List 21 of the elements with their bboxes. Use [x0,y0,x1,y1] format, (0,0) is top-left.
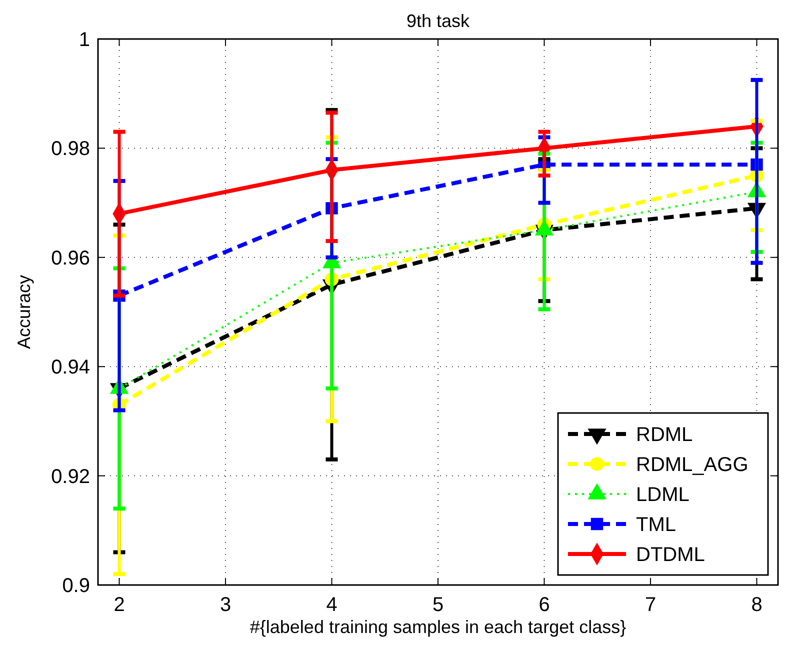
y-tick-label: 0.98 [51,138,90,160]
x-tick-label: 5 [432,594,444,616]
y-tick-label: 0.94 [51,356,90,379]
x-tick-label: 2 [114,594,125,616]
y-tick-label: 0.9 [62,575,90,597]
x-tick-label: 4 [326,594,338,616]
y-tick-label: 0.96 [51,247,90,270]
legend-label: LDML [636,484,690,506]
x-tick-label: 6 [538,594,550,616]
x-tick-label: 8 [751,594,762,616]
chart-title: 9th task [406,11,471,31]
legend-label: RDML [636,424,693,446]
y-axis-title: Accuracy [14,274,34,350]
legend-label: RDML_AGG [636,454,748,476]
legend-label: TML [636,514,676,536]
y-tick-label: 0.92 [51,466,90,488]
y-tick-label: 1 [78,29,90,51]
x-axis-title: #{labeled training samples in each target class} [250,617,626,637]
x-tick-label: 3 [220,594,232,616]
x-tick-label: 7 [644,594,656,616]
legend-label: DTDML [636,544,705,566]
